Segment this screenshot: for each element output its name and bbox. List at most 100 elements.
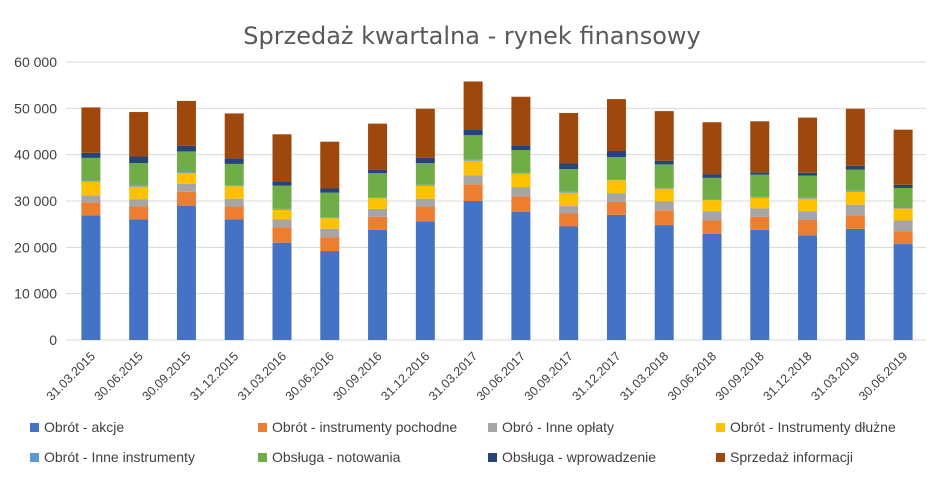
bar-segment xyxy=(606,214,626,340)
bar-segment xyxy=(606,180,626,194)
bar-stack xyxy=(559,112,579,340)
bar-segment xyxy=(750,121,770,173)
bar-segment xyxy=(368,123,388,170)
bar-segment xyxy=(272,182,292,186)
bar-segment xyxy=(559,226,579,340)
bar-segment xyxy=(463,201,483,340)
bar-segment xyxy=(798,117,818,173)
bar-segment xyxy=(559,192,579,207)
legend-label: Obsługa - notowania xyxy=(272,449,401,465)
bar-segment xyxy=(415,221,435,340)
bar-segment xyxy=(368,208,388,217)
bar-segment xyxy=(176,172,196,174)
bar-segment xyxy=(654,210,674,226)
bar-segment xyxy=(798,219,818,236)
bar-segment xyxy=(893,231,913,245)
bar-segment xyxy=(368,169,388,174)
bar-segment xyxy=(463,184,483,201)
bar-segment xyxy=(368,173,388,198)
legend-item: Obsługa - notowania xyxy=(258,449,401,465)
legend-swatch xyxy=(716,453,725,462)
legend-label: Obsługa - wprowadzenie xyxy=(502,449,656,465)
bar-segment xyxy=(272,208,292,210)
bar-segment xyxy=(368,229,388,340)
bar-segment xyxy=(559,163,579,170)
bar-segment xyxy=(129,186,149,200)
bar-stack xyxy=(511,96,531,340)
bar-segment xyxy=(81,202,101,216)
bar-segment xyxy=(750,197,770,209)
bar-segment xyxy=(463,175,483,185)
bar-stack xyxy=(654,111,674,340)
bar-segment xyxy=(272,242,292,340)
bar-segment xyxy=(176,191,196,206)
bar-segment xyxy=(845,169,865,191)
legend-swatch xyxy=(488,453,497,462)
bar-segment xyxy=(798,197,818,199)
bar-segment xyxy=(511,187,531,197)
legend-item: Obrót - Instrumenty dłużne xyxy=(716,419,896,435)
chart-title: Sprzedaż kwartalna - rynek finansowy xyxy=(243,22,700,50)
bar-segment xyxy=(463,81,483,130)
bar-stack xyxy=(415,108,435,340)
bar-segment xyxy=(463,160,483,176)
bar-segment xyxy=(415,184,435,186)
bar-segment xyxy=(415,157,435,164)
bar-segment xyxy=(702,177,722,200)
y-tick-label: 30 000 xyxy=(14,193,57,209)
bar-segment xyxy=(511,150,531,173)
legend-item: Obrót - akcje xyxy=(30,419,124,435)
bar-segment xyxy=(176,151,196,173)
bar-segment xyxy=(845,108,865,166)
bar-segment xyxy=(702,233,722,340)
bar-segment xyxy=(129,219,149,340)
bar-segment xyxy=(81,215,101,340)
bar-segment xyxy=(845,165,865,170)
bar-segment xyxy=(415,108,435,158)
bar-segment xyxy=(320,228,340,238)
bar-segment xyxy=(893,184,913,189)
bar-segment xyxy=(320,217,340,219)
bar-segment xyxy=(893,208,913,221)
legend-swatch xyxy=(258,453,267,462)
bar-segment xyxy=(129,199,149,207)
bar-segment xyxy=(81,181,101,196)
bar-segment xyxy=(272,185,292,209)
bar-segment xyxy=(320,251,340,340)
bar-segment xyxy=(224,185,244,187)
bar-segment xyxy=(606,150,626,157)
bar-stack xyxy=(893,129,913,340)
bar-segment xyxy=(224,163,244,186)
bar-segment xyxy=(272,219,292,228)
bar-segment xyxy=(129,112,149,157)
bar-segment xyxy=(654,111,674,161)
bar-segment xyxy=(368,197,388,199)
bar-segment xyxy=(893,129,913,185)
legend-item: Obrót - Inne instrumenty xyxy=(30,449,195,465)
bar-segment xyxy=(176,100,196,146)
bar-segment xyxy=(320,237,340,252)
bar-segment xyxy=(224,198,244,207)
bar-stack xyxy=(798,117,818,340)
bar-segment xyxy=(654,225,674,340)
bar-segment xyxy=(798,175,818,198)
bar-segment xyxy=(176,173,196,184)
bar-segment xyxy=(81,152,101,158)
bar-stack xyxy=(272,134,292,340)
legend-label: Obrót - Instrumenty dłużne xyxy=(730,419,896,435)
legend: Obrót - akcje Obrót - instrumenty pochodn… xyxy=(30,419,896,465)
bar-segment xyxy=(750,174,770,197)
bar-segment xyxy=(606,99,626,151)
y-tick-label: 20 000 xyxy=(14,239,57,255)
legend-swatch xyxy=(30,453,39,462)
bar-segment xyxy=(320,188,340,193)
bar-segment xyxy=(224,206,244,220)
bar-segment xyxy=(224,158,244,164)
legend-swatch xyxy=(716,423,725,432)
bar-segment xyxy=(750,172,770,175)
bar-segment xyxy=(702,122,722,175)
legend-swatch xyxy=(30,423,39,432)
y-axis: 0 10 000 20 000 30 000 40 000 50 000 60 000 xyxy=(14,54,57,348)
bar-segment xyxy=(368,198,388,209)
bar-segment xyxy=(654,187,674,189)
